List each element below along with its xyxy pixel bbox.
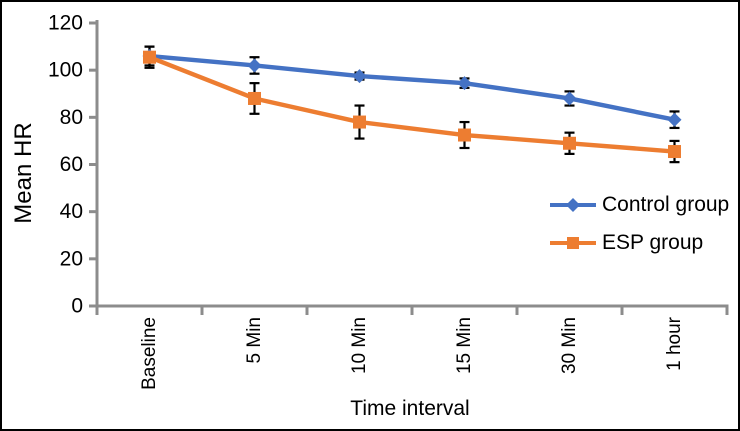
- legend-label-control-group: Control group: [602, 193, 730, 216]
- svg-text:0: 0: [71, 295, 83, 318]
- svg-text:80: 80: [60, 106, 83, 129]
- svg-text:40: 40: [60, 200, 83, 223]
- svg-text:15 Min: 15 Min: [454, 317, 475, 374]
- legend-label-esp-group: ESP group: [602, 231, 704, 254]
- esp-group-line-marker-icon: [550, 237, 596, 249]
- svg-text:5 Min: 5 Min: [244, 317, 265, 363]
- svg-text:120: 120: [48, 12, 83, 35]
- svg-text:1 hour: 1 hour: [664, 316, 685, 371]
- control-group-line-marker-icon: [550, 198, 596, 212]
- x-axis-title: Time interval: [350, 397, 470, 420]
- legend-item-control-group: Control group: [550, 193, 729, 217]
- svg-text:60: 60: [60, 153, 83, 176]
- svg-text:100: 100: [48, 59, 83, 82]
- svg-text:Baseline: Baseline: [139, 317, 160, 390]
- svg-text:20: 20: [60, 247, 83, 270]
- svg-text:10 Min: 10 Min: [349, 317, 370, 374]
- y-axis-title: Mean HR: [10, 122, 37, 224]
- legend: Control group ESP group: [550, 193, 729, 255]
- legend-item-esp-group: ESP group: [550, 231, 729, 255]
- svg-text:30 Min: 30 Min: [559, 317, 580, 374]
